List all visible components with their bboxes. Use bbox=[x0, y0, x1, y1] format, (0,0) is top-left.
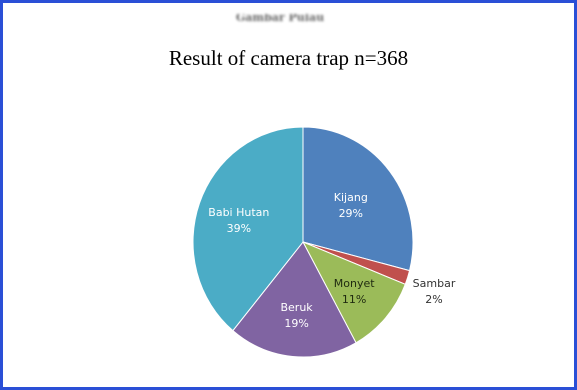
slice-label-kijang-name: Kijang bbox=[334, 191, 368, 204]
pie-slice-monyet bbox=[301, 241, 406, 344]
label-sambar: Sambar 2% bbox=[404, 276, 464, 308]
slice-label-kijang-value: 29% bbox=[339, 207, 363, 220]
slice-label-babi-hutan-name: Babi Hutan bbox=[208, 206, 269, 219]
chart-title: Result of camera trap n=368 bbox=[168, 46, 409, 70]
slice-label-beruk-value: 19% bbox=[284, 317, 308, 330]
slice-label-monyet-name: Monyet bbox=[334, 277, 375, 290]
pie-slice-beruk bbox=[232, 241, 357, 358]
slice-label-beruk-name: Beruk bbox=[280, 301, 313, 314]
label-sambar-name: Sambar bbox=[412, 277, 456, 290]
pie-slice-kijang bbox=[302, 126, 414, 272]
slice-label-babi-hutan-value: 39% bbox=[227, 222, 251, 235]
pie-slice-babi-hutan bbox=[192, 126, 304, 332]
slice-label-monyet-value: 11% bbox=[342, 293, 366, 306]
blurred-header-text: Gambar Pulau bbox=[235, 14, 325, 22]
label-sambar-value: 2% bbox=[425, 293, 443, 306]
